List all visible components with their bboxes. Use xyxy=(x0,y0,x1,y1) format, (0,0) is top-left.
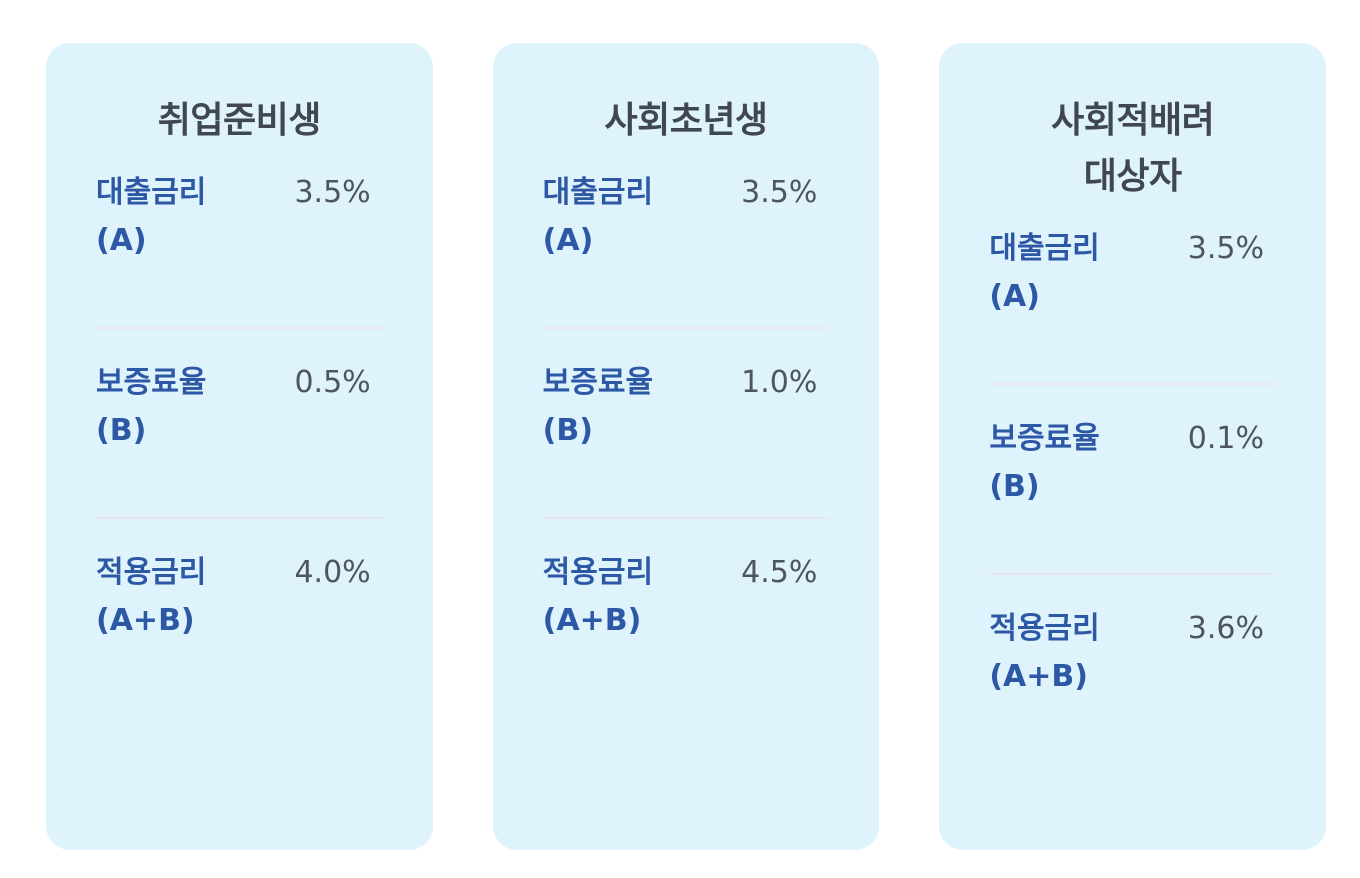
rate-value: 3.5% xyxy=(1187,231,1265,266)
rate-label-code: (A) xyxy=(96,223,147,258)
rate-label: 적용금리 (A+B) xyxy=(989,605,1099,701)
rate-label: 보증료율 (B) xyxy=(543,359,653,455)
rate-label: 대출금리 (A) xyxy=(543,169,653,265)
rate-label-name: 적용금리 xyxy=(542,555,654,590)
rate-label: 대출금리 (A) xyxy=(989,225,1099,321)
applied-rate-row: 적용금리 (A+B) 3.6% xyxy=(989,595,1276,765)
applied-rate-row: 적용금리 (A+B) 4.5% xyxy=(543,539,830,709)
rate-label: 보증료율 (B) xyxy=(96,359,206,455)
rate-value: 0.5% xyxy=(294,365,371,400)
rate-label: 적용금리 (A+B) xyxy=(543,549,653,645)
rate-label-name: 보증료율 xyxy=(96,365,207,400)
guarantee-fee-row: 보증료율 (B) 1.0% xyxy=(542,349,830,519)
card-title-line: 취업준비생 xyxy=(157,100,322,141)
rate-label-name: 대출금리 xyxy=(542,175,654,210)
guarantee-fee-row: 보증료율 (B) 0.1% xyxy=(989,405,1277,575)
card-social-care: 사회적배려 대상자 대출금리 (A) 3.5% 보증료율 (B) 0.1% 적용… xyxy=(939,43,1327,850)
row-spacer xyxy=(543,329,830,349)
rate-value: 4.0% xyxy=(294,555,371,590)
card-title: 사회초년생 xyxy=(543,93,830,149)
rate-label-code: (B) xyxy=(96,413,147,448)
card-title-line: 사회적배려 xyxy=(1051,100,1215,141)
row-spacer xyxy=(96,329,383,349)
rate-label-code: (A+B) xyxy=(989,659,1088,694)
row-spacer xyxy=(989,385,1276,405)
loan-rate-row: 대출금리 (A) 3.5% xyxy=(96,159,383,329)
rate-value: 3.5% xyxy=(294,175,371,210)
rate-value: 4.5% xyxy=(741,555,818,590)
rate-label-code: (A) xyxy=(989,279,1040,314)
rate-cards: 취업준비생 대출금리 (A) 3.5% 보증료율 (B) 0.5% 적용금리 (… xyxy=(46,43,1327,850)
card-title: 취업준비생 xyxy=(96,93,383,149)
rate-label-name: 보증료율 xyxy=(989,421,1100,456)
rate-label-code: (A+B) xyxy=(96,603,195,638)
rate-label-name: 적용금리 xyxy=(989,611,1100,646)
rate-value: 3.6% xyxy=(1187,611,1265,646)
row-spacer xyxy=(543,519,830,539)
loan-rate-row: 대출금리 (A) 3.5% xyxy=(542,159,830,329)
card-new-worker: 사회초년생 대출금리 (A) 3.5% 보증료율 (B) 1.0% 적용금리 (… xyxy=(492,43,880,850)
rate-value: 3.5% xyxy=(741,175,818,210)
rate-label: 보증료율 (B) xyxy=(989,415,1099,511)
card-title-line: 사회초년생 xyxy=(604,100,768,141)
rate-value: 0.1% xyxy=(1187,421,1265,456)
guarantee-fee-row: 보증료율 (B) 0.5% xyxy=(96,349,383,519)
row-spacer xyxy=(989,575,1276,595)
rate-label-code: (B) xyxy=(542,413,593,448)
card-title: 사회적배려 대상자 xyxy=(989,93,1276,205)
rate-label-name: 대출금리 xyxy=(96,175,207,210)
applied-rate-row: 적용금리 (A+B) 4.0% xyxy=(96,539,383,709)
rate-label-name: 적용금리 xyxy=(96,555,207,590)
loan-rate-row: 대출금리 (A) 3.5% xyxy=(989,215,1277,385)
rate-label: 적용금리 (A+B) xyxy=(96,549,206,645)
rate-label-code: (A+B) xyxy=(542,603,642,638)
card-job-seeker: 취업준비생 대출금리 (A) 3.5% 보증료율 (B) 0.5% 적용금리 (… xyxy=(46,43,433,850)
rate-label: 대출금리 (A) xyxy=(96,169,206,265)
rate-label-code: (A) xyxy=(542,223,594,258)
rate-value: 1.0% xyxy=(741,365,818,400)
rate-label-name: 대출금리 xyxy=(989,231,1100,266)
card-title-line: 대상자 xyxy=(1083,156,1182,197)
rate-label-code: (B) xyxy=(989,469,1040,504)
row-spacer xyxy=(96,519,383,539)
rate-label-name: 보증료율 xyxy=(542,365,654,400)
